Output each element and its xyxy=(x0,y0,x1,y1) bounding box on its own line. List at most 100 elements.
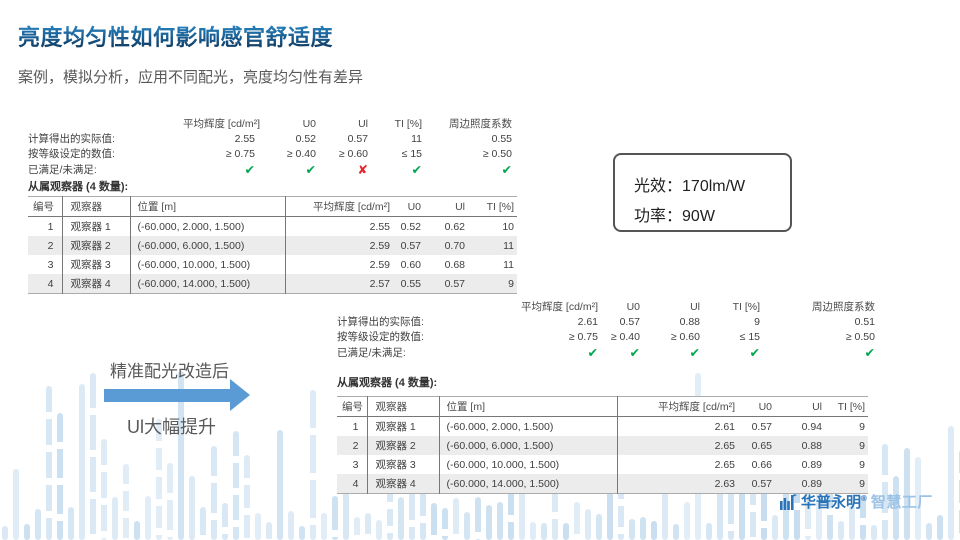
deco-bar xyxy=(926,523,932,540)
table-cell: 观察器 1 xyxy=(367,416,440,436)
column-header: 位置 [m] xyxy=(439,396,618,417)
deco-bar xyxy=(486,505,492,540)
annotation-bottom: Ul大幅提升 xyxy=(127,417,216,437)
arrow-head xyxy=(230,379,250,411)
deco-bar xyxy=(178,371,184,540)
deco-bar xyxy=(156,419,162,540)
info-label: 功率： xyxy=(634,208,683,225)
deco-bar xyxy=(112,497,118,540)
column-header: 编号 xyxy=(337,396,368,417)
column-header: Ul xyxy=(424,196,468,217)
page-subtitle: 案例，模拟分析，应用不同配光，亮度均匀性有差异 xyxy=(18,69,364,86)
column-header: U0 xyxy=(626,300,640,313)
table-cell: 0.57 xyxy=(751,420,772,433)
row-label: 计算得出的实际值: xyxy=(28,133,115,145)
column-header: 位置 [m] xyxy=(130,196,286,217)
deco-bar xyxy=(266,522,272,540)
deco-bar xyxy=(68,507,74,540)
info-value: 90W xyxy=(682,208,715,225)
table-cell: 11 xyxy=(468,236,517,255)
info-line-power: 功率：90W xyxy=(634,202,790,232)
check-icon: ✔ xyxy=(244,163,255,177)
value-cell: 9 xyxy=(754,315,760,328)
value-cell: ≤ 15 xyxy=(401,147,422,160)
summary-table-after: 平均辉度 [cd/m²] U0 Ul TI [%] 周边照度系数 计算得出的实际值: 2.… xyxy=(337,299,875,361)
deco-bar xyxy=(79,384,85,540)
table-cell: 2.59 xyxy=(285,236,393,255)
summary-status-row: 已满足/未满足: ✔ ✔ ✘ ✔ ✔ xyxy=(28,161,512,178)
deco-bar xyxy=(464,512,470,540)
value-cell: 0.52 xyxy=(295,132,316,145)
table-cell: 1 xyxy=(337,416,368,436)
deco-bar xyxy=(508,481,514,540)
spacer-cell xyxy=(28,116,183,131)
luminaire-info-box: 光效：170lm/W 功率：90W xyxy=(613,153,792,232)
column-header: 观察器 xyxy=(62,196,131,217)
column-header: U0 xyxy=(393,196,424,217)
summary-header-row: 平均辉度 [cd/m²] U0 Ul TI [%] 周边照度系数 xyxy=(28,116,512,131)
page-title: 亮度均匀性如何影响感官舒适度 xyxy=(18,20,333,52)
deco-bar xyxy=(35,509,41,540)
table-cell: 0.55 xyxy=(393,274,424,294)
deco-bar xyxy=(13,469,19,540)
deco-bar xyxy=(739,460,745,540)
table-cell: (-60.000, 14.000, 1.500) xyxy=(130,274,286,294)
table-cell: 2.59 xyxy=(369,258,390,271)
summary-status-row: 已满足/未满足: ✔ ✔ ✔ ✔ ✔ xyxy=(337,344,875,361)
info-line-efficacy: 光效：170lm/W xyxy=(634,172,790,202)
check-icon: ✔ xyxy=(587,346,598,360)
spacer-cell xyxy=(337,299,502,314)
deco-bar xyxy=(277,430,283,540)
observer-header-row: 编号 观察器 位置 [m] 平均辉度 [cd/m²] U0 Ul TI [%] xyxy=(337,396,868,417)
deco-bar xyxy=(24,524,30,540)
table-cell: 2.55 xyxy=(369,220,390,233)
deco-bar xyxy=(937,515,943,540)
deco-bar xyxy=(585,509,591,540)
table-cell: 0.65 xyxy=(738,436,775,455)
deco-bar xyxy=(189,476,195,540)
table-cell: 观察器 3 xyxy=(367,455,440,474)
x-icon: ✘ xyxy=(357,163,368,177)
table-cell: 0.89 xyxy=(775,474,825,494)
deco-bar xyxy=(530,522,536,540)
column-header: 平均辉度 [cd/m²] xyxy=(183,118,261,130)
table-cell: 0.52 xyxy=(400,220,421,233)
check-icon: ✔ xyxy=(411,163,422,177)
deco-bar xyxy=(145,496,151,540)
table-cell: (-60.000, 10.000, 1.500) xyxy=(439,455,618,474)
table-row: 1 观察器 1 (-60.000, 2.000, 1.500) 2.61 0.57 0.9… xyxy=(337,416,868,436)
value-cell: 0.57 xyxy=(347,132,368,145)
table-cell: 9 xyxy=(859,458,865,471)
deco-bar xyxy=(310,390,316,540)
deco-bar xyxy=(288,511,294,540)
brand-suffix: 智慧工厂 xyxy=(870,494,933,511)
column-header: 周边照度系数 xyxy=(812,301,875,313)
deco-bar xyxy=(387,485,393,540)
table-cell: 9 xyxy=(468,274,517,294)
transform-arrow-icon xyxy=(104,379,250,411)
column-header: 平均辉度 [cd/m²] xyxy=(285,196,393,217)
row-label: 计算得出的实际值: xyxy=(337,316,424,328)
summary-actual-row: 计算得出的实际值: 2.55 0.52 0.57 11 0.55 xyxy=(28,131,512,146)
deco-bar xyxy=(134,521,140,540)
observers-count-label: 从属观察器 (4 数量): xyxy=(337,377,438,389)
registered-mark: ® xyxy=(861,494,867,503)
value-cell: 0.57 xyxy=(619,315,640,328)
brand-logo: 华普永明® 智慧工厂 xyxy=(780,491,933,512)
check-icon: ✔ xyxy=(864,346,875,360)
column-header: TI [%] xyxy=(394,117,422,130)
observers-count-label: 从属观察器 (4 数量): xyxy=(28,181,129,193)
deco-bar xyxy=(541,523,547,540)
table-cell: (-60.000, 6.000, 1.500) xyxy=(130,236,286,255)
table-row: 3 观察器 3 (-60.000, 10.000, 1.500) 2.65 0.66 0.… xyxy=(337,455,868,474)
deco-bar xyxy=(233,431,239,540)
deco-bar xyxy=(101,439,107,540)
table-cell: 0.60 xyxy=(400,258,421,271)
value-cell: 0.55 xyxy=(491,132,512,145)
value-cell: 0.51 xyxy=(854,315,875,328)
summary-table-before: 平均辉度 [cd/m²] U0 Ul TI [%] 周边照度系数 计算得出的实际值: 2.… xyxy=(28,116,512,178)
table-cell: 4 xyxy=(337,474,368,494)
value-cell: 2.61 xyxy=(577,315,598,328)
column-header: Ul xyxy=(690,300,700,313)
deco-bar xyxy=(343,486,349,540)
